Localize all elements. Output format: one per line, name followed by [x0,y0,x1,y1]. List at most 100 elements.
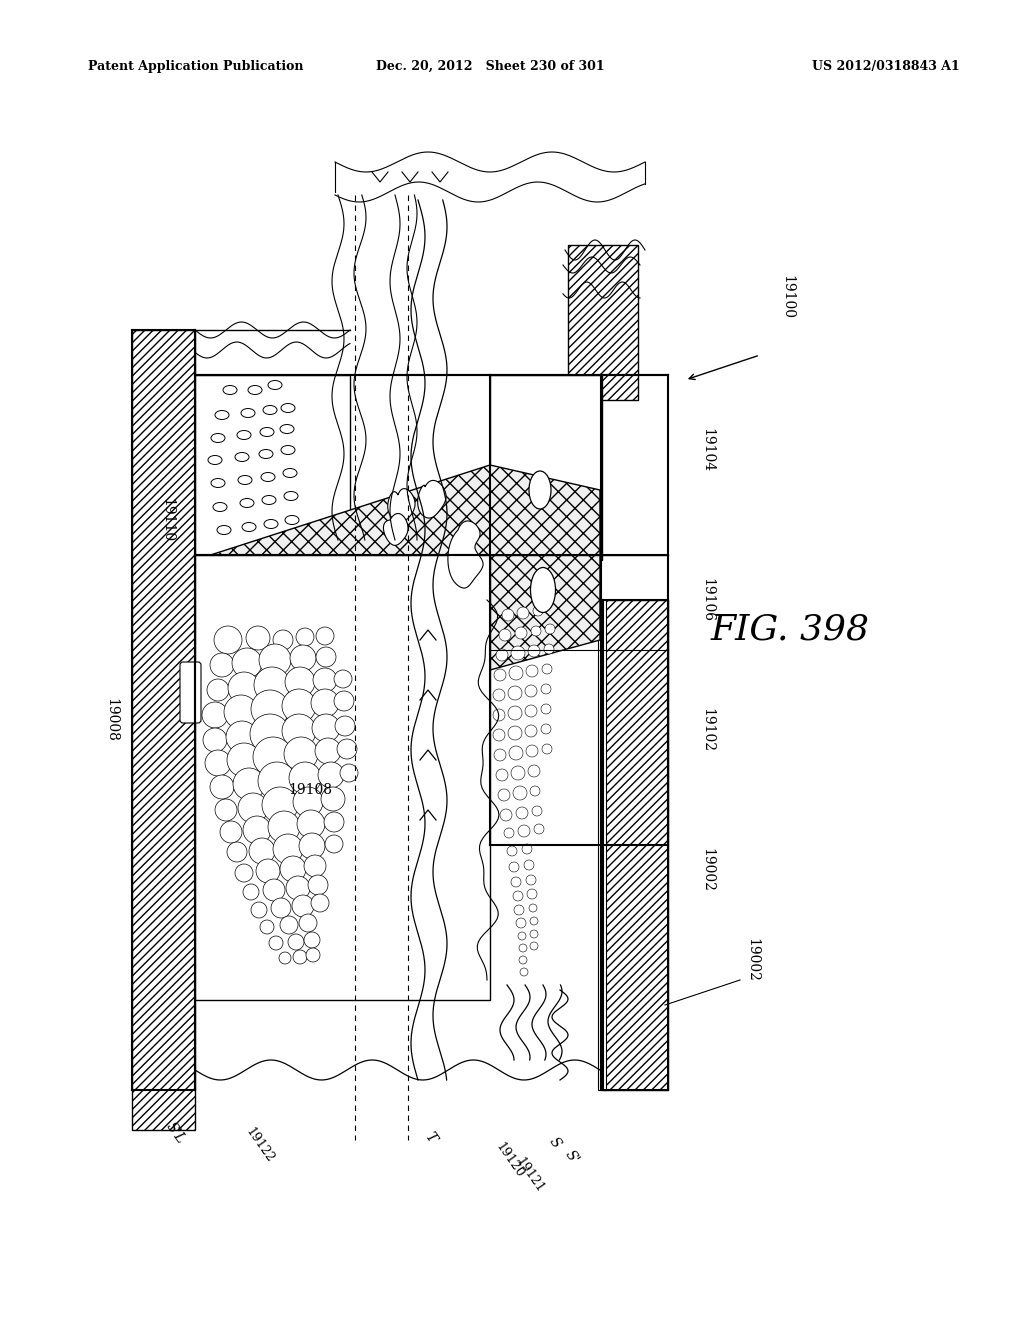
Polygon shape [388,488,415,521]
Circle shape [251,690,289,729]
Circle shape [530,917,538,925]
Ellipse shape [237,430,251,440]
Circle shape [260,920,274,935]
Circle shape [249,838,275,865]
Circle shape [308,875,328,895]
Ellipse shape [529,471,551,510]
Circle shape [227,842,247,862]
Circle shape [526,744,538,756]
Circle shape [515,627,527,639]
Circle shape [517,607,529,619]
Circle shape [542,744,552,754]
Ellipse shape [283,469,297,478]
Text: S': S' [562,1148,582,1167]
Circle shape [530,942,538,950]
Circle shape [493,709,505,721]
Circle shape [520,968,528,975]
Circle shape [514,906,524,915]
Circle shape [499,630,511,642]
Text: 19110: 19110 [160,498,174,543]
Circle shape [527,888,537,899]
Circle shape [541,723,551,734]
Circle shape [273,834,303,865]
Ellipse shape [285,516,299,524]
Circle shape [290,645,316,671]
Circle shape [313,668,337,692]
Circle shape [273,630,293,649]
Ellipse shape [260,428,274,437]
Circle shape [282,689,316,723]
Text: 19106: 19106 [700,578,714,622]
Ellipse shape [263,405,278,414]
Circle shape [513,891,523,902]
Circle shape [293,787,323,817]
Circle shape [340,764,358,781]
Circle shape [335,715,355,737]
Text: 19008: 19008 [104,698,118,742]
Ellipse shape [262,495,276,504]
Ellipse shape [530,568,555,612]
Polygon shape [418,480,446,517]
Circle shape [220,821,242,843]
Circle shape [289,762,321,795]
Circle shape [250,714,290,754]
Circle shape [280,916,298,935]
Circle shape [532,807,542,816]
Ellipse shape [238,475,252,484]
Circle shape [292,895,314,917]
Circle shape [541,684,551,694]
Circle shape [256,859,280,883]
Bar [603,601,668,1090]
Circle shape [542,664,552,675]
Text: US 2012/0318843 A1: US 2012/0318843 A1 [812,59,961,73]
Circle shape [224,696,258,729]
Ellipse shape [281,404,295,412]
Circle shape [522,843,532,854]
Circle shape [202,702,228,729]
Polygon shape [383,513,408,545]
Circle shape [321,787,345,810]
Circle shape [531,626,541,636]
Ellipse shape [223,385,237,395]
Circle shape [304,855,326,876]
Ellipse shape [259,450,273,458]
Ellipse shape [280,425,294,433]
Circle shape [518,932,526,940]
Circle shape [318,762,344,788]
Text: 19104: 19104 [700,428,714,473]
FancyBboxPatch shape [180,663,201,723]
Circle shape [234,865,253,882]
Text: FIG. 398: FIG. 398 [711,612,869,647]
Text: Patent Application Publication: Patent Application Publication [88,59,303,73]
Circle shape [285,667,315,697]
Circle shape [528,645,540,657]
Circle shape [545,624,555,634]
Circle shape [525,705,537,717]
Circle shape [525,685,537,697]
Circle shape [299,913,317,932]
Text: Dec. 20, 2012   Sheet 230 of 301: Dec. 20, 2012 Sheet 230 of 301 [376,59,604,73]
Circle shape [263,879,285,902]
Circle shape [259,644,291,676]
Circle shape [534,606,543,616]
Circle shape [494,748,506,762]
Ellipse shape [248,385,262,395]
Circle shape [509,862,519,873]
Circle shape [258,762,296,800]
Circle shape [214,626,242,653]
Circle shape [337,739,357,759]
Text: S'L: S'L [163,1119,187,1147]
Circle shape [530,785,540,796]
Circle shape [516,807,528,818]
Bar [490,375,602,560]
Text: 19122: 19122 [244,1125,276,1166]
Circle shape [494,669,506,681]
Bar [598,601,606,1090]
Circle shape [312,714,340,742]
Circle shape [205,750,231,776]
Ellipse shape [213,503,227,511]
Ellipse shape [268,380,282,389]
Circle shape [325,836,343,853]
Bar [195,554,490,1001]
Circle shape [253,737,293,777]
